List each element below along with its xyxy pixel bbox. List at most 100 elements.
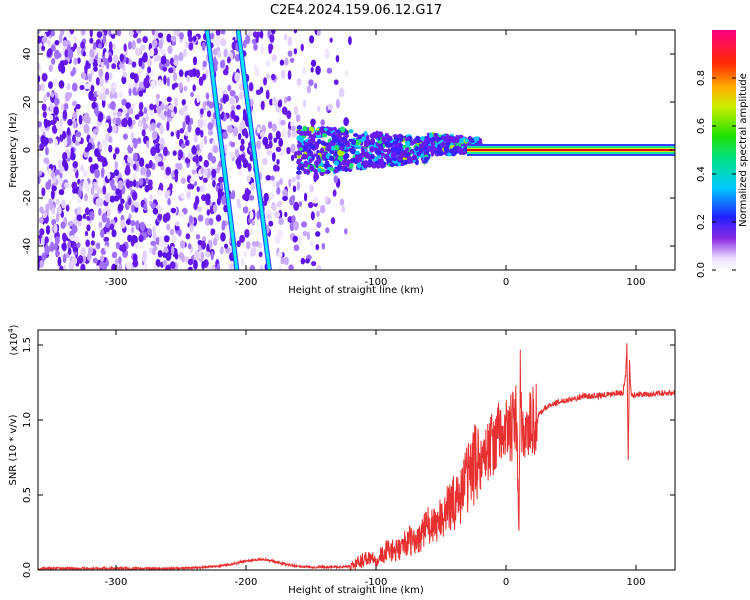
- spectrogram-band-blob: [320, 168, 326, 173]
- spectrogram-speckle: [58, 63, 62, 72]
- spectrogram-band-blob: [402, 144, 407, 149]
- spectrogram-band-blob: [296, 150, 302, 156]
- spectrogram-speckle: [193, 259, 198, 270]
- snr-x-tick-label: -300: [105, 577, 128, 588]
- spectrogram-speckle: [329, 37, 333, 43]
- spectrogram-speckle: [150, 80, 156, 90]
- spectrogram-speckle: [208, 101, 215, 109]
- carrier-band-core: [467, 149, 675, 151]
- spectrogram-speckle: [282, 195, 288, 201]
- spectrogram-speckle: [202, 60, 208, 68]
- spectrogram-speckle: [202, 177, 208, 183]
- spectrogram-speckle: [132, 87, 137, 96]
- spectrogram-speckle: [239, 144, 245, 152]
- spectrogram-speckle: [97, 43, 103, 49]
- spectrogram-speckle: [203, 159, 210, 168]
- spectrogram-speckle: [95, 77, 100, 86]
- spectrogram-speckle: [115, 117, 122, 126]
- spectrogram-speckle: [55, 212, 60, 223]
- spectrogram-speckle: [276, 181, 280, 189]
- spectrogram-speckle: [287, 70, 292, 80]
- spectrogram-speckle: [106, 208, 111, 217]
- spectrogram-speckle: [182, 121, 186, 131]
- spectrogram-band-blob: [333, 168, 338, 174]
- spectrogram-speckle: [300, 43, 304, 52]
- spectrogram-band-blob: [365, 135, 370, 142]
- spectrogram-speckle: [220, 113, 224, 120]
- spectrogram-speckle: [272, 179, 277, 187]
- spectrogram-speckle: [219, 182, 224, 190]
- spectrogram-speckle: [138, 178, 144, 186]
- spectrogram-speckle: [333, 79, 339, 85]
- spectrogram-speckle: [229, 89, 236, 97]
- spectrogram-speckle: [186, 190, 192, 200]
- spectrogram-speckle: [206, 265, 211, 270]
- spectrogram-band-blob: [387, 148, 391, 155]
- spectrogram-speckle: [39, 126, 46, 132]
- spectrogram-speckle: [308, 79, 314, 87]
- spectrogram-speckle: [64, 49, 69, 58]
- spectrogram-speckle: [57, 159, 63, 169]
- spectrogram-y-tick-label: -40: [22, 238, 33, 254]
- spectrogram-band-blob: [382, 148, 388, 153]
- spectrogram-speckle: [216, 263, 221, 270]
- spectrogram-speckle: [171, 83, 176, 90]
- spectrogram-speckle: [234, 72, 240, 83]
- spectrogram-speckle: [111, 125, 117, 134]
- spectrogram-speckle: [111, 43, 116, 50]
- spectrogram-speckle: [67, 220, 74, 227]
- spectrogram-speckle: [150, 202, 156, 210]
- spectrogram-speckle: [39, 228, 45, 236]
- spectrogram-speckle: [268, 140, 273, 149]
- spectrogram-speckle: [76, 242, 81, 248]
- spectrogram-speckle: [98, 68, 104, 78]
- spectrogram-speckle: [195, 127, 201, 136]
- spectrogram-speckle: [48, 81, 53, 89]
- spectrogram-speckle: [155, 236, 160, 246]
- spectrogram-speckle: [208, 217, 214, 226]
- spectrogram-speckle: [109, 178, 115, 188]
- spectrogram-speckle: [51, 207, 56, 215]
- spectrogram-speckle: [195, 69, 201, 79]
- spectrogram-speckle: [270, 30, 276, 35]
- spectrogram-speckle: [293, 48, 298, 55]
- spectrogram-speckle: [183, 104, 188, 112]
- spectrogram-speckle: [73, 167, 77, 173]
- spectrogram-speckle: [170, 35, 177, 42]
- spectrogram-band-blob: [458, 138, 463, 144]
- spectrogram-band-blob: [310, 134, 316, 140]
- spectrogram-speckle: [143, 77, 148, 88]
- spectrogram-speckle: [162, 66, 168, 72]
- spectrogram-band-blob: [357, 155, 363, 162]
- spectrogram-speckle: [203, 135, 208, 145]
- spectrogram-band-blob: [323, 127, 328, 132]
- spectrogram-speckle: [71, 181, 78, 190]
- spectrogram-band-blob: [315, 134, 322, 139]
- colorbar-tick-label: 0.4: [696, 166, 707, 182]
- spectrogram-speckle: [76, 214, 83, 222]
- spectrogram-band-blob: [452, 146, 458, 151]
- spectrogram-speckle: [302, 230, 308, 237]
- spectrogram-band-blob: [321, 133, 328, 138]
- spectrogram-speckle: [278, 217, 284, 226]
- spectrogram-speckle: [120, 219, 126, 229]
- spectrogram-speckle: [273, 137, 278, 143]
- spectrogram-speckle: [162, 259, 168, 267]
- spectrogram-speckle: [88, 72, 92, 83]
- spectrogram-speckle: [205, 69, 209, 78]
- spectrogram-band-blob: [323, 142, 329, 146]
- spectrogram-speckle: [286, 110, 292, 120]
- spectrogram-speckle: [108, 144, 113, 153]
- spectrogram-speckle: [315, 65, 321, 75]
- spectrogram-band-blob: [375, 142, 380, 147]
- spectrogram-speckle: [100, 228, 105, 238]
- spectrogram-speckle: [286, 95, 292, 102]
- spectrogram-speckle: [292, 185, 297, 193]
- spectrogram-speckle: [53, 223, 58, 234]
- spectrogram-speckle: [53, 97, 60, 106]
- spectrogram-speckle: [132, 259, 139, 268]
- spectrogram-speckle: [248, 82, 254, 92]
- spectrogram-speckle: [229, 151, 234, 159]
- spectrogram-speckle: [147, 66, 152, 74]
- spectrogram-speckle: [121, 75, 127, 85]
